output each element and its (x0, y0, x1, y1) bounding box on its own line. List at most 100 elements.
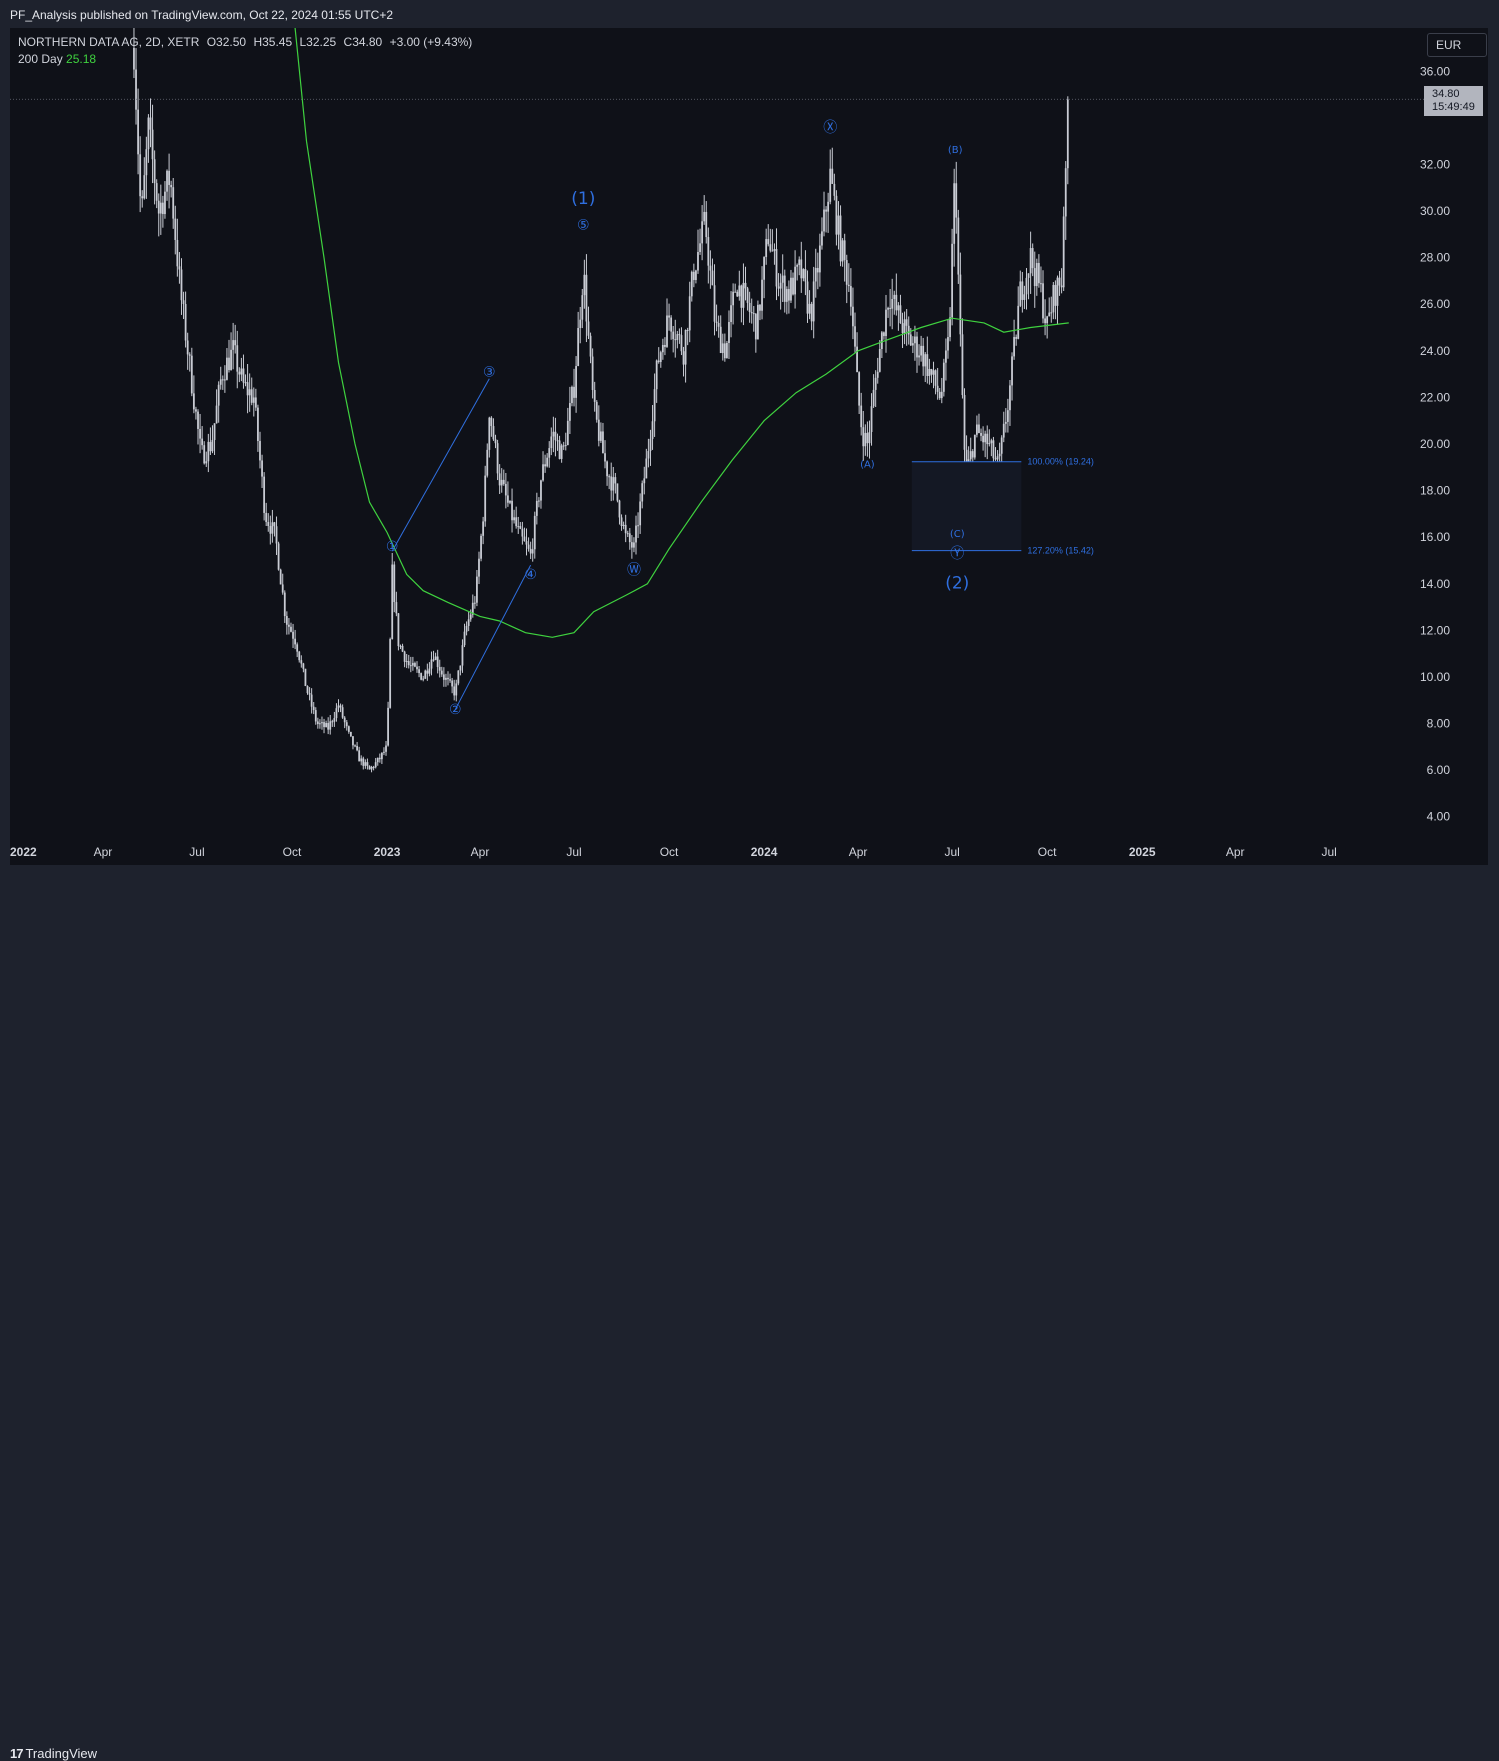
candle-body (228, 357, 230, 371)
y-tick-label: 36.00 (1420, 64, 1450, 78)
candle-body (951, 243, 954, 318)
candle-body (226, 357, 228, 380)
candle-body (752, 313, 755, 315)
candle-body (269, 526, 272, 534)
candle-body (238, 371, 241, 375)
candle-body (538, 500, 540, 502)
candle-body (889, 307, 892, 309)
candle-body (579, 319, 582, 329)
candle-body (746, 288, 749, 303)
candle-body (992, 440, 995, 459)
x-tick-label: Jul (944, 845, 959, 859)
candle-body (259, 441, 261, 461)
candle-body (211, 439, 214, 452)
candle-body (837, 215, 840, 235)
candle-body (240, 368, 243, 375)
ma-legend[interactable]: 200 Day 25.18 (18, 52, 96, 66)
candle-body (300, 660, 303, 664)
y-tick-label: 20.00 (1420, 437, 1450, 451)
candle-body (254, 397, 257, 408)
candle-body (922, 345, 925, 367)
candle-body (1050, 312, 1053, 314)
currency-button[interactable]: EUR (1427, 33, 1487, 57)
candle-body (405, 661, 408, 663)
candle-body (250, 389, 253, 403)
candle-body (277, 543, 280, 570)
candle-body (1002, 423, 1005, 438)
candle-body (973, 434, 976, 458)
candle-body (924, 354, 927, 367)
candle-body (742, 282, 745, 308)
candle-body (959, 274, 962, 335)
candle-body (504, 483, 507, 496)
candle-body (321, 722, 323, 724)
candle-body (420, 673, 423, 680)
candle-body (370, 766, 373, 770)
candle-body (585, 274, 588, 322)
candle-body (928, 368, 931, 376)
last-price: 34.80 (1432, 88, 1460, 100)
candle-body (914, 336, 916, 344)
candle-body (707, 237, 710, 266)
candle-body (416, 666, 418, 670)
candle-body (602, 431, 604, 454)
candle-body (893, 294, 896, 299)
candle-body (376, 757, 379, 763)
candle-body (876, 371, 879, 378)
candle-body (821, 231, 823, 246)
candle-body (883, 332, 885, 337)
candle-body (478, 558, 480, 577)
candle-body (577, 328, 580, 367)
candle-body (445, 677, 447, 680)
tradingview-logo[interactable]: 17 TradingView (10, 1746, 97, 1761)
candle-body (424, 670, 427, 679)
price-chart[interactable]: 4.00 6.00 8.00 10.00 12.00 14.00 16.00 18.00 20.… (10, 28, 1488, 865)
candle-body (599, 431, 602, 441)
candle-body (804, 269, 807, 282)
candle-body (550, 436, 553, 449)
candle-body (653, 389, 656, 422)
y-tick-label: 24.00 (1420, 344, 1450, 358)
symbol-name[interactable]: NORTHERN DATA AG, 2D, XETR (18, 35, 200, 49)
candle-body (529, 548, 532, 554)
candle-body (298, 651, 301, 661)
y-tick-label: 18.00 (1420, 484, 1450, 498)
candle-body (1015, 337, 1018, 339)
candle-body (436, 656, 439, 668)
candle-body (515, 517, 518, 527)
candle-body (453, 686, 456, 696)
candle-body (184, 304, 187, 341)
candle-body (682, 351, 685, 365)
candle-body (736, 291, 739, 297)
candle-body (593, 390, 596, 402)
candle-body (641, 483, 644, 502)
candle-body (845, 260, 848, 285)
candle-body (699, 243, 701, 253)
candle-body (854, 326, 856, 347)
candle-body (312, 706, 315, 711)
candle-body (442, 674, 445, 680)
candle-body (688, 296, 691, 331)
candle-body (285, 616, 288, 625)
candle-body (246, 382, 249, 396)
chart-panel[interactable]: 4.00 6.00 8.00 10.00 12.00 14.00 16.00 18.00 20.… (10, 28, 1488, 865)
candle-body (500, 479, 503, 486)
candle-body (754, 313, 757, 340)
candle-body (771, 250, 774, 252)
symbol-legend: NORTHERN DATA AG, 2D, XETR O32.50 H35.45… (18, 35, 476, 49)
candle-body (816, 267, 819, 273)
candle-body (994, 458, 997, 460)
candle-body (288, 624, 290, 627)
candle-body (726, 342, 728, 359)
x-tick-label: 2022 (10, 845, 37, 859)
wave-line (391, 378, 490, 552)
candle-body (823, 209, 825, 232)
candle-body (358, 750, 361, 762)
candle-body (354, 745, 356, 747)
candle-body (331, 721, 334, 723)
candle-body (223, 379, 226, 381)
wave-label: (B) (948, 145, 963, 156)
candle-body (418, 669, 420, 674)
candle-body (761, 279, 763, 311)
candle-body (215, 405, 218, 424)
